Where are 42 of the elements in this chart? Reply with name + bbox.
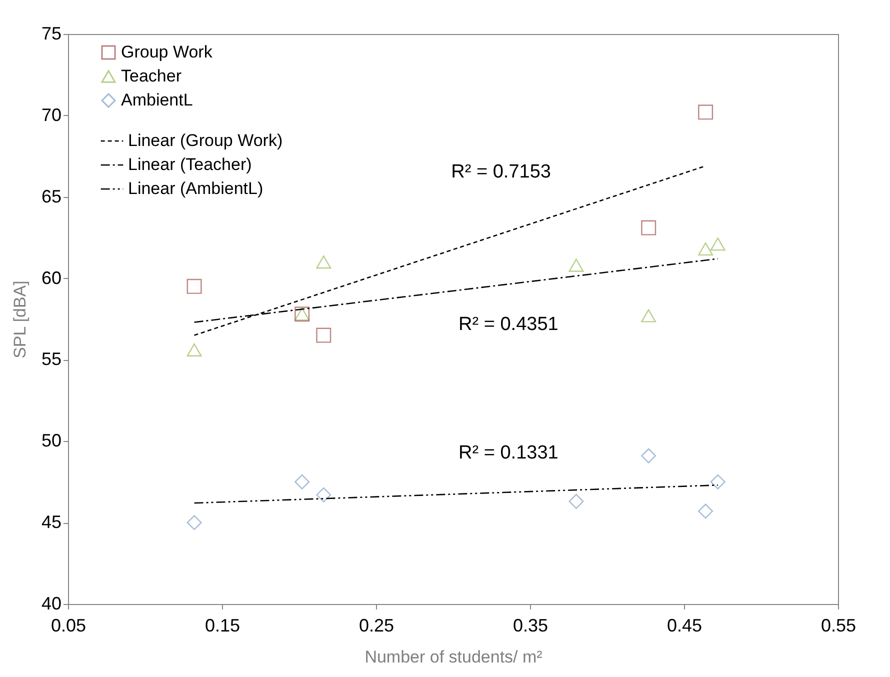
point: [710, 238, 726, 251]
y-tick-label: 50: [41, 430, 62, 451]
point: [186, 343, 202, 357]
point: [710, 474, 726, 490]
x-axis-title: Number of students/ m²: [364, 648, 543, 666]
point: [294, 474, 310, 490]
y-tick-label: 65: [41, 186, 62, 206]
x-tick-label: 0.05: [50, 616, 86, 636]
point: [698, 242, 714, 256]
annotation: R² = 0.4351: [458, 314, 558, 336]
point: [568, 494, 584, 509]
x-tick-label: 0.15: [204, 616, 240, 636]
y-tick-label: 40: [41, 594, 62, 614]
annotation: R² = 0.7153: [451, 162, 551, 183]
point: [641, 309, 656, 322]
legend-label: Linear (Teacher): [128, 155, 252, 174]
annotation: R² = 0.1331: [458, 442, 558, 464]
y-tick-label: 45: [41, 512, 62, 532]
point: [186, 515, 202, 530]
point: [698, 104, 714, 120]
y-axis-title: SPL [dBA]: [10, 280, 30, 358]
point: [316, 487, 332, 502]
y-tick-label: 70: [41, 104, 62, 125]
x-tick-label: 0.35: [512, 616, 548, 636]
y-tick-label: 55: [41, 349, 62, 370]
point: [698, 504, 714, 519]
point: [568, 258, 584, 272]
legend-label: Group Work: [121, 42, 213, 62]
legend-label: Teacher: [121, 66, 182, 86]
point: [316, 255, 332, 269]
y-tick-label: 60: [41, 268, 62, 288]
y-tick-label: 75: [41, 24, 62, 44]
x-tick-label: 0.55: [820, 616, 856, 636]
x-tick-label: 0.45: [666, 616, 702, 636]
point: [641, 448, 656, 464]
point: [316, 328, 332, 343]
x-tick-label: 0.25: [358, 616, 394, 636]
point: [641, 220, 656, 236]
point: [186, 278, 202, 294]
legend-label: Linear (AmbientL): [128, 179, 264, 198]
legend-label: AmbientL: [121, 90, 193, 110]
legend-label: Linear (Group Work): [128, 131, 283, 150]
